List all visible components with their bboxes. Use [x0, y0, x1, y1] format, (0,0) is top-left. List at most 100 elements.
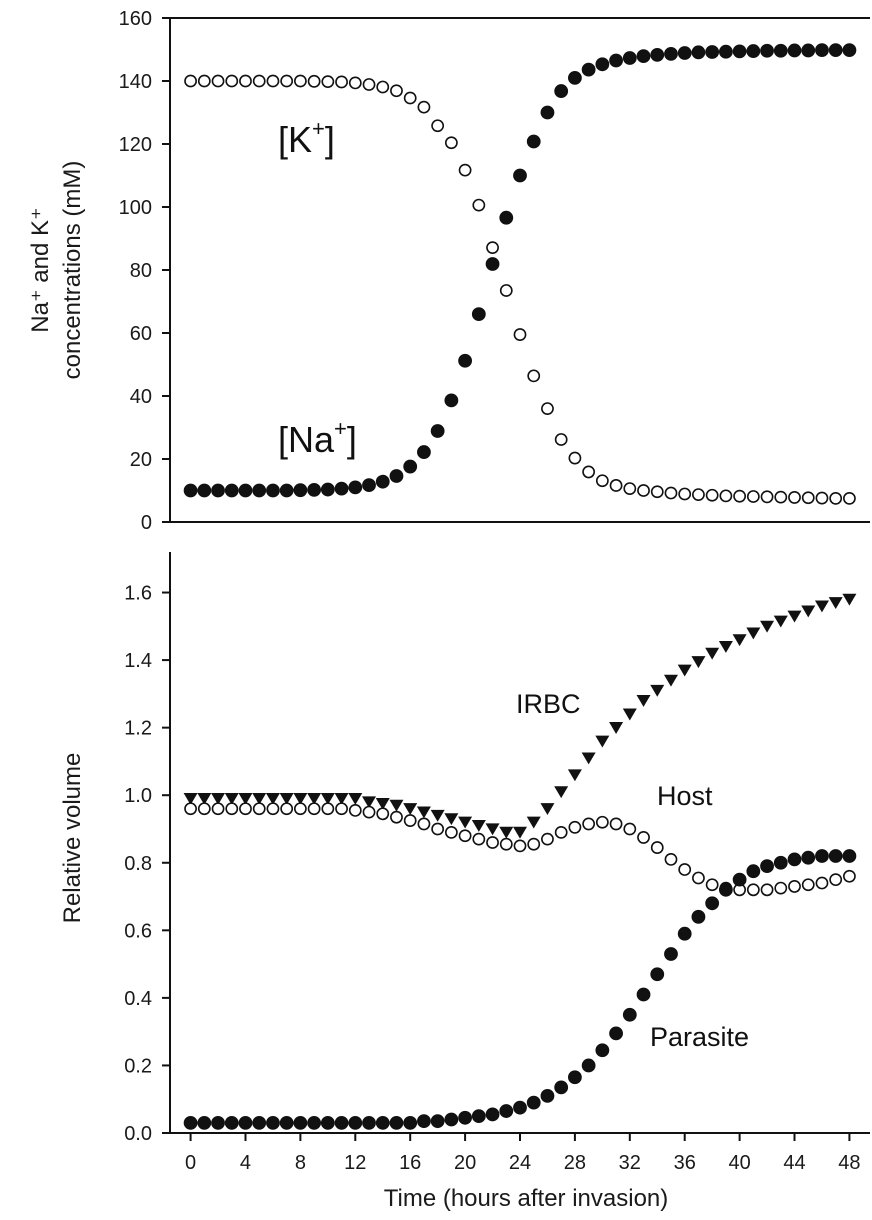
bottom-irbc-point: [581, 752, 596, 765]
top-na-point: [403, 459, 418, 474]
top-na-point: [664, 47, 678, 61]
bottom-irbc-point: [691, 656, 706, 669]
bottom-host-point: [650, 841, 664, 854]
bottom-parasite-point: [266, 1115, 280, 1130]
bottom-irbc-point: [513, 826, 527, 839]
top-k-point: [801, 491, 815, 505]
bottom-irbc-point: [773, 615, 788, 628]
top-k-point: [431, 119, 445, 133]
top-na-point: [828, 43, 843, 58]
bottom-parasite-point: [526, 1095, 541, 1110]
top-k-point: [650, 485, 664, 499]
bottom-parasite-point: [622, 1007, 637, 1022]
bottom-irbc-point: [293, 792, 308, 805]
bottom-host-point: [664, 852, 678, 866]
top-k-point: [252, 74, 266, 88]
bottom-parasite-point: [718, 882, 733, 897]
top-k-point: [582, 465, 596, 479]
k-series-label: [K+]: [278, 116, 335, 160]
top-k-point: [362, 78, 376, 91]
bottom-host-point: [486, 836, 499, 849]
bottom-parasite-point: [417, 1114, 431, 1129]
top-na-point: [430, 424, 445, 438]
bottom-irbc-point: [636, 695, 651, 707]
bottom-host-point: [554, 825, 568, 839]
bottom-x-tick-label: 32: [619, 1152, 641, 1174]
bottom-host-point: [376, 807, 390, 821]
bottom-irbc-point: [732, 634, 747, 647]
top-na-point: [636, 49, 651, 64]
top-k-point: [499, 284, 513, 297]
top-k-point: [472, 198, 486, 212]
bottom-irbc-point: [265, 792, 280, 805]
top-k-point: [664, 486, 678, 500]
bottom-host-point: [348, 804, 362, 817]
bottom-parasite-point: [581, 1058, 596, 1073]
bottom-parasite-point: [513, 1100, 527, 1115]
bottom-host-point: [623, 822, 637, 836]
bottom-x-tick-label: 28: [564, 1152, 586, 1174]
bottom-host-point: [760, 883, 774, 897]
top-na-point: [815, 43, 829, 58]
bottom-irbc-point: [801, 605, 816, 618]
top-na-point: [581, 62, 596, 77]
bottom-parasite-point: [485, 1107, 500, 1122]
top-na-point: [389, 469, 404, 483]
bottom-host-point: [774, 881, 788, 895]
bottom-host-point: [527, 837, 541, 851]
top-panel: 0 20 40 60 80 100 120 140 160 Na⁺ and K⁺ concent…: [27, 8, 870, 534]
bottom-irbc-point: [430, 809, 445, 822]
bottom-parasite-point: [307, 1115, 322, 1130]
bottom-parasite-point: [430, 1114, 445, 1129]
bottom-irbc-point: [403, 803, 418, 816]
top-na-point: [320, 482, 335, 497]
bottom-host-point: [225, 802, 239, 816]
bottom-parasite-point: [499, 1104, 514, 1118]
bottom-y-tick-label: 0.4: [124, 988, 152, 1010]
bottom-host-point: [788, 880, 801, 893]
top-y-tick-label: 140: [119, 71, 152, 93]
top-na-point: [718, 44, 733, 59]
bottom-parasite-point: [705, 896, 720, 911]
top-k-point: [184, 74, 197, 88]
bottom-host-point: [609, 817, 623, 831]
top-na-point: [595, 57, 610, 72]
top-na-point: [691, 45, 706, 60]
top-y-tick-label: 60: [130, 323, 152, 345]
bottom-irbc-point: [252, 792, 267, 805]
top-k-point: [280, 74, 294, 88]
bottom-parasite-point: [540, 1088, 555, 1103]
bottom-y-tick-label: 0.6: [124, 920, 152, 942]
bottom-irbc-point: [663, 674, 678, 687]
top-y-tick-label: 160: [119, 8, 152, 30]
irbc-series-label: IRBC: [516, 689, 581, 719]
bottom-host-point: [595, 815, 609, 829]
top-na-point: [183, 483, 198, 498]
top-na-point: [554, 84, 569, 98]
bottom-irbc-point: [320, 792, 335, 805]
bottom-parasite-point: [554, 1080, 569, 1095]
bottom-host-point: [252, 802, 266, 816]
bottom-host-point: [801, 878, 815, 892]
top-k-point: [211, 74, 225, 88]
top-k-point: [637, 484, 650, 497]
top-na-point: [499, 210, 514, 225]
top-na-point: [568, 70, 582, 85]
top-na-point: [471, 307, 486, 322]
top-na-point: [266, 483, 280, 498]
top-k-point: [403, 91, 417, 105]
bottom-x-tick-label: 0: [185, 1152, 196, 1174]
top-k-point: [335, 75, 348, 89]
bottom-host-point: [403, 814, 417, 827]
bottom-y-tick-label: 0.0: [124, 1123, 152, 1145]
bottom-host-point: [829, 873, 843, 887]
bottom-irbc-point: [471, 820, 486, 832]
bottom-host-point: [390, 810, 403, 824]
top-k-point: [554, 433, 568, 446]
bottom-irbc-point: [677, 664, 692, 677]
top-na-point: [375, 474, 390, 489]
bottom-irbc-point: [828, 597, 843, 609]
bottom-x-tick-label: 24: [509, 1152, 531, 1174]
bottom-parasite-point: [636, 987, 651, 1002]
bottom-parasite-point: [252, 1115, 267, 1130]
